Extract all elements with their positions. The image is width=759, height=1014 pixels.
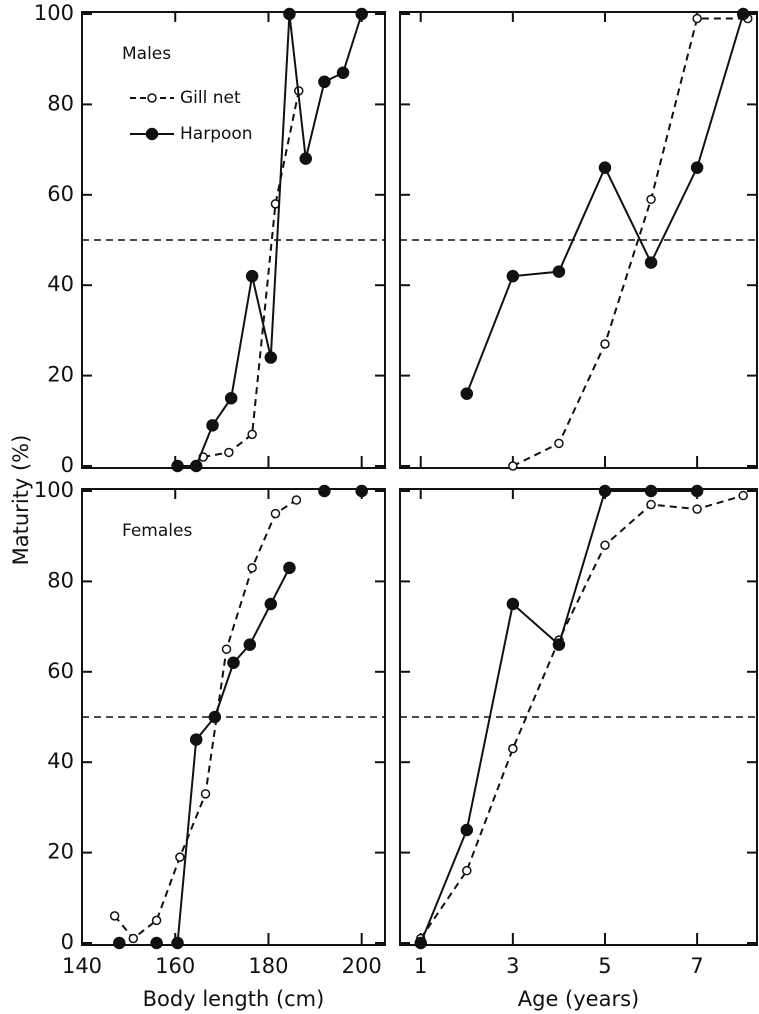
data-point xyxy=(270,508,281,519)
x-tick-label: 140 xyxy=(62,954,102,978)
series-line xyxy=(512,17,748,467)
data-point xyxy=(113,936,126,950)
data-point xyxy=(690,161,704,174)
data-point xyxy=(299,152,313,165)
series-line xyxy=(113,499,297,940)
data-point xyxy=(283,561,296,575)
x-tick-label: 5 xyxy=(598,954,611,978)
data-point xyxy=(738,490,748,501)
data-point xyxy=(245,269,259,283)
panel-label: Males xyxy=(122,44,171,64)
data-point xyxy=(355,484,368,498)
data-point xyxy=(189,459,203,473)
y-axis-label: Maturity (%) xyxy=(9,435,33,566)
data-point xyxy=(598,484,612,498)
data-point xyxy=(224,447,234,458)
data-point xyxy=(221,644,232,654)
y-tick-label: 80 xyxy=(47,568,74,592)
x-tick-label: 200 xyxy=(342,954,382,978)
data-point xyxy=(414,936,427,950)
legend-marker xyxy=(147,93,157,103)
data-point xyxy=(318,484,331,498)
data-point xyxy=(598,161,612,174)
y-tick-label: 60 xyxy=(47,182,74,206)
data-point xyxy=(243,638,257,651)
data-point xyxy=(109,911,120,921)
data-point xyxy=(227,656,240,670)
data-point xyxy=(206,419,219,432)
data-point xyxy=(224,391,238,405)
y-tick-label: 40 xyxy=(47,272,74,296)
data-point xyxy=(200,789,211,799)
data-point xyxy=(644,256,658,269)
data-point xyxy=(189,733,203,746)
data-point xyxy=(355,7,368,21)
data-point xyxy=(554,438,564,449)
y-tick-label: 60 xyxy=(47,659,74,683)
data-point xyxy=(150,936,163,950)
data-point xyxy=(690,484,704,498)
x-tick-label: 7 xyxy=(690,954,703,978)
x-axis-label: Age (years) xyxy=(518,987,639,1011)
data-point xyxy=(506,269,520,283)
data-point xyxy=(291,495,302,505)
data-point xyxy=(552,265,566,278)
y-tick-label: 0 xyxy=(61,930,74,954)
data-point xyxy=(600,339,610,349)
data-point xyxy=(460,387,474,400)
data-point xyxy=(506,597,520,611)
data-point xyxy=(460,823,474,837)
data-point xyxy=(264,351,278,364)
y-tick-label: 0 xyxy=(61,453,74,477)
data-point xyxy=(151,915,162,926)
data-point xyxy=(600,540,610,550)
y-tick-label: 20 xyxy=(47,363,74,387)
y-tick-label: 100 xyxy=(34,1,74,25)
data-point xyxy=(692,13,702,24)
data-point xyxy=(247,563,257,573)
x-tick-label: 3 xyxy=(506,954,519,978)
y-tick-label: 100 xyxy=(34,478,74,502)
data-point xyxy=(264,597,278,611)
x-axis-label: Body length (cm) xyxy=(143,987,325,1011)
data-point xyxy=(175,852,185,862)
data-point xyxy=(462,865,472,876)
x-tick-label: 180 xyxy=(248,954,288,978)
data-point xyxy=(508,461,518,471)
data-point xyxy=(208,710,222,724)
data-point xyxy=(646,194,656,205)
y-tick-label: 80 xyxy=(47,91,74,115)
data-point xyxy=(508,743,518,754)
data-point xyxy=(552,638,566,651)
series-line xyxy=(203,90,300,458)
data-point xyxy=(644,484,658,498)
data-point xyxy=(692,504,702,514)
x-tick-label: 160 xyxy=(155,954,195,978)
panel-label: Females xyxy=(122,521,192,541)
data-point xyxy=(336,66,350,80)
legend-label: Harpoon xyxy=(180,124,253,144)
legend-marker xyxy=(145,127,159,141)
data-point xyxy=(247,429,257,440)
series-line xyxy=(465,13,745,395)
y-tick-label: 20 xyxy=(47,840,74,864)
legend-label: Gill net xyxy=(180,88,241,108)
data-point xyxy=(128,933,139,944)
x-tick-label: 1 xyxy=(414,954,427,978)
data-point xyxy=(736,7,750,21)
data-point xyxy=(283,7,296,21)
data-point xyxy=(171,936,184,950)
y-tick-label: 40 xyxy=(47,749,74,773)
data-point xyxy=(318,75,331,89)
data-point xyxy=(646,499,656,510)
data-point xyxy=(171,459,184,473)
